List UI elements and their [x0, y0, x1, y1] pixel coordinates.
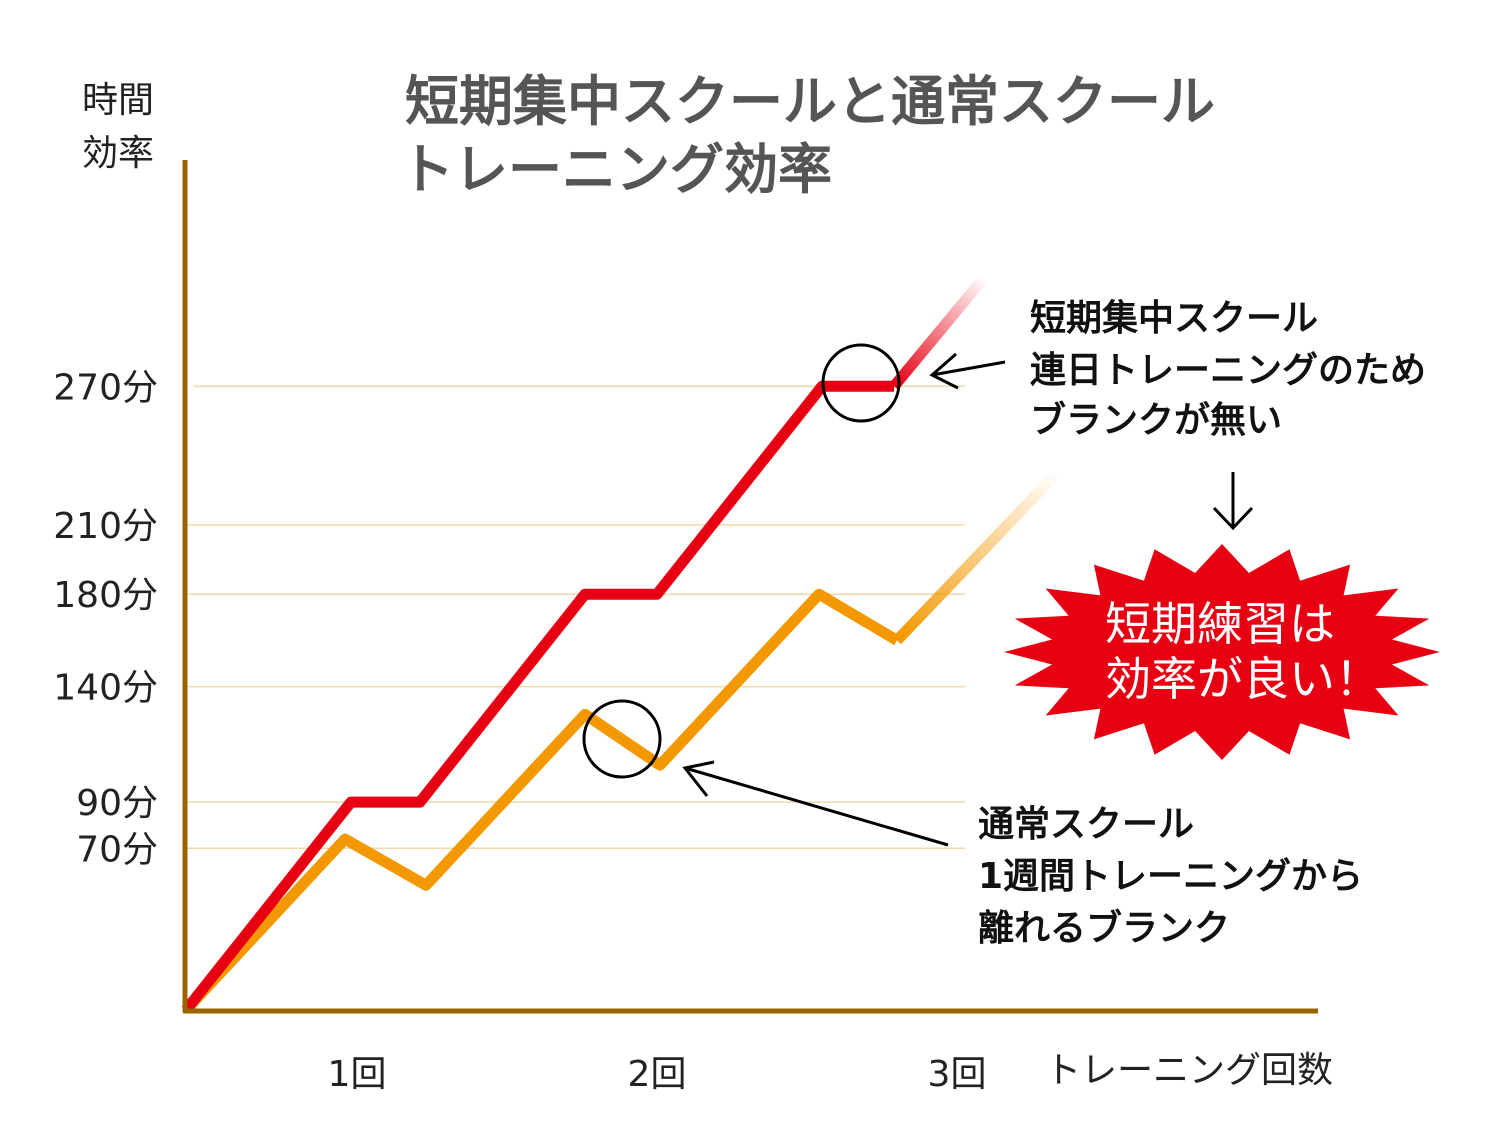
y-tick-label: 180分 [53, 575, 158, 616]
orange-note-line1: 通常スクール [978, 804, 1194, 845]
series-lines [181, 274, 1060, 1014]
y-tick-label: 140分 [53, 668, 158, 709]
y-tick-label: 270分 [53, 367, 158, 408]
starburst-callout [1004, 544, 1440, 760]
series-fade-orange [893, 470, 1060, 645]
highlight-circle-red [821, 343, 901, 423]
series-line-red [181, 380, 894, 1014]
y-tick-label: 90分 [76, 783, 158, 824]
x-axis-label: トレーニング回数 [1045, 1050, 1333, 1091]
y-axis-label-line1: 時間 [82, 80, 154, 121]
orange-note-line3: 離れるブランク [978, 907, 1230, 949]
x-tick-label: 3回 [928, 1054, 987, 1095]
highlight-circle-orange [582, 699, 662, 779]
series-line-orange [181, 588, 900, 1014]
y-axis-label-line2: 効率 [82, 133, 154, 174]
y-tick-label: 70分 [76, 829, 158, 870]
arrow-down [1212, 472, 1254, 531]
red-note-line3: ブランクが無い [1030, 399, 1282, 441]
series-fade-red [889, 274, 989, 390]
arrow-to-orange [682, 760, 949, 847]
y-tick-labels: 270分 210分 180分 140分 90分 70分 [53, 367, 158, 870]
red-note-line2: 連日トレーニングのため [1030, 350, 1426, 391]
arrow-to-red [929, 352, 1006, 390]
y-tick-label: 210分 [53, 506, 158, 547]
chart-title-line1: 短期集中スクールと通常スクール [405, 70, 1215, 133]
red-note-line1: 短期集中スクール [1030, 298, 1318, 339]
chart-title-line2: トレーニング効率 [400, 138, 832, 201]
x-tick-labels: 1回 2回 3回 [328, 1054, 987, 1095]
burst-text-line2: 効率が良い！ [1105, 652, 1381, 706]
orange-note-line2: 1週間トレーニングから [978, 856, 1363, 897]
x-tick-label: 2回 [628, 1054, 687, 1095]
burst-text-line1: 短期練習は [1105, 597, 1335, 651]
x-tick-label: 1回 [328, 1054, 387, 1095]
